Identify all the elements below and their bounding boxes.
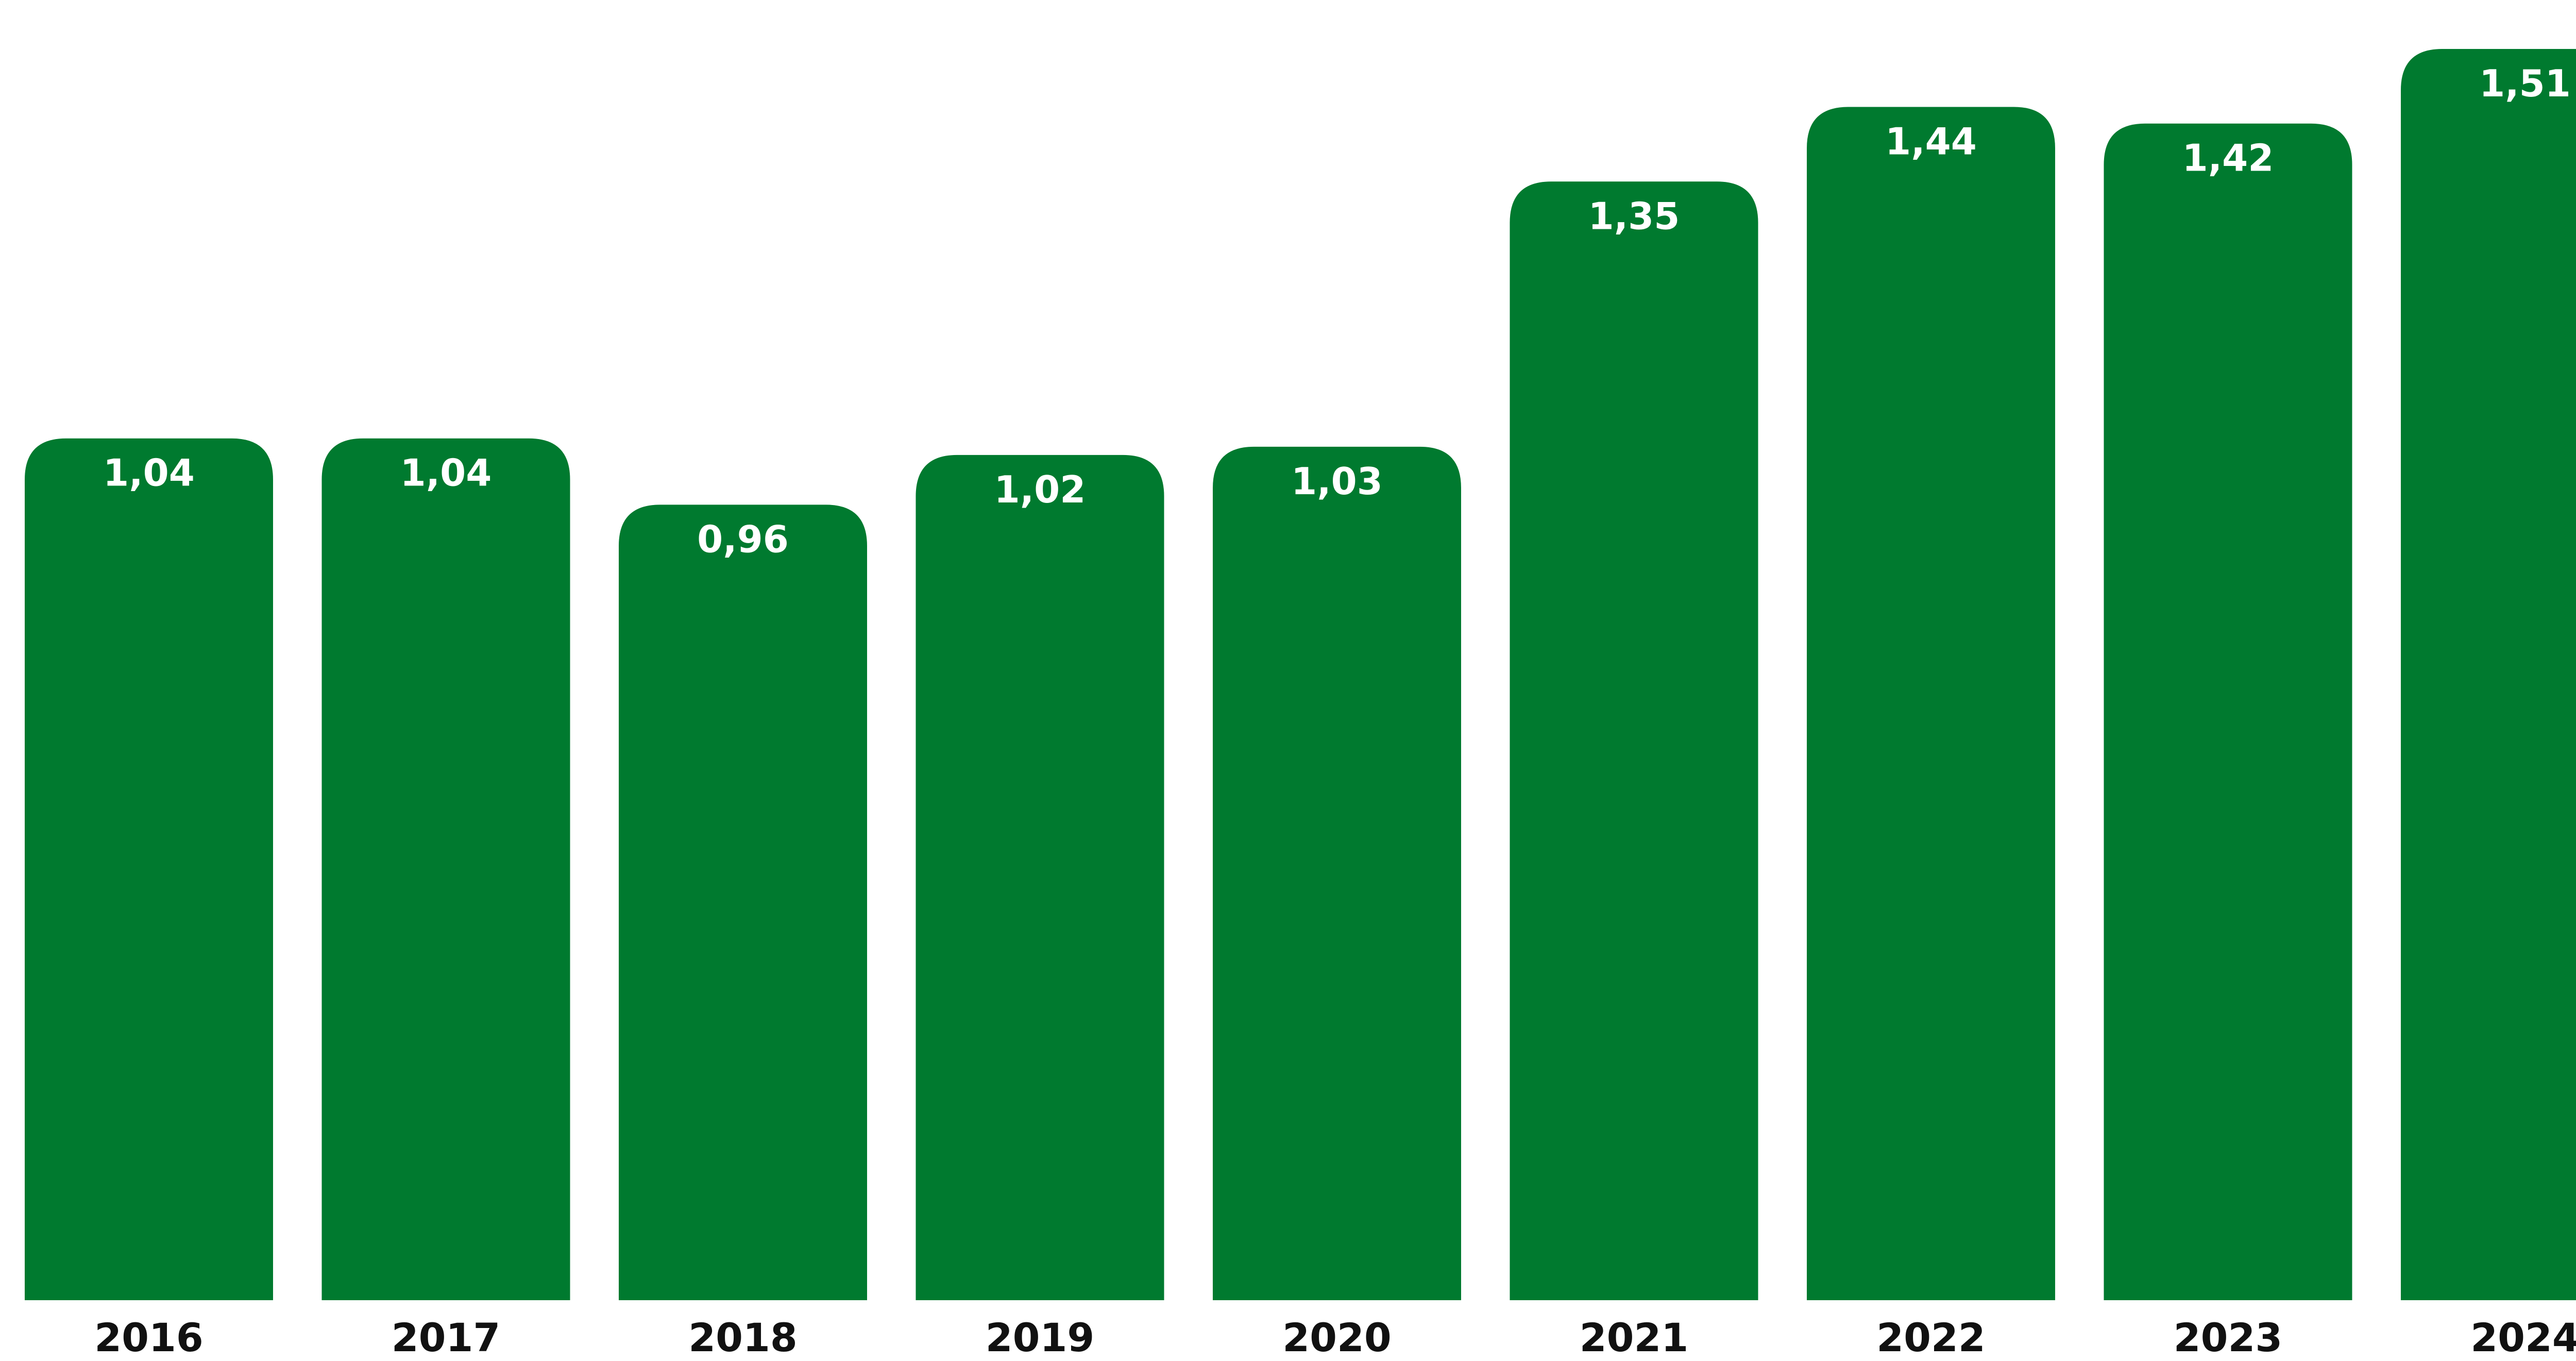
value-labels-group: 1,04 1,04 0,96 1,02 1,03 1,35 1,44 1,42 1,51 bbox=[103, 62, 2571, 561]
bar-2024 bbox=[2401, 49, 2576, 1300]
x-axis-tick-labels: 2016 2017 2018 2019 2020 2021 2022 2023 2024 bbox=[94, 1315, 2576, 1360]
bars-group bbox=[25, 49, 2576, 1301]
bar-2021 bbox=[1510, 181, 1758, 1301]
value-label-2019: 1,02 bbox=[994, 468, 1086, 511]
x-tick-label-2021: 2021 bbox=[1580, 1315, 1689, 1360]
value-label-2017: 1,04 bbox=[400, 451, 492, 495]
x-tick-label-2022: 2022 bbox=[1876, 1315, 1986, 1360]
x-tick-label-2024: 2024 bbox=[2470, 1315, 2576, 1360]
x-tick-label-2023: 2023 bbox=[2174, 1315, 2283, 1360]
bar-2017 bbox=[321, 438, 570, 1300]
value-label-2021: 1,35 bbox=[1588, 194, 1680, 238]
bar-2022 bbox=[1807, 107, 2055, 1300]
x-tick-label-2020: 2020 bbox=[1282, 1315, 1392, 1360]
bar-2018 bbox=[619, 505, 867, 1300]
bar-2023 bbox=[2104, 123, 2352, 1300]
value-label-2023: 1,42 bbox=[2182, 137, 2274, 180]
x-tick-label-2017: 2017 bbox=[392, 1315, 501, 1360]
value-label-2016: 1,04 bbox=[103, 451, 195, 495]
value-label-2018: 0,96 bbox=[697, 517, 789, 561]
value-label-2020: 1,03 bbox=[1291, 460, 1383, 503]
x-tick-label-2016: 2016 bbox=[94, 1315, 204, 1360]
x-tick-label-2018: 2018 bbox=[688, 1315, 798, 1360]
value-label-2024: 1,51 bbox=[2479, 62, 2571, 105]
bar-2020 bbox=[1213, 446, 1461, 1300]
bar-2019 bbox=[916, 455, 1164, 1300]
value-label-2022: 1,44 bbox=[1885, 120, 1977, 163]
x-tick-label-2019: 2019 bbox=[986, 1315, 1095, 1360]
bar-2016 bbox=[25, 438, 273, 1300]
